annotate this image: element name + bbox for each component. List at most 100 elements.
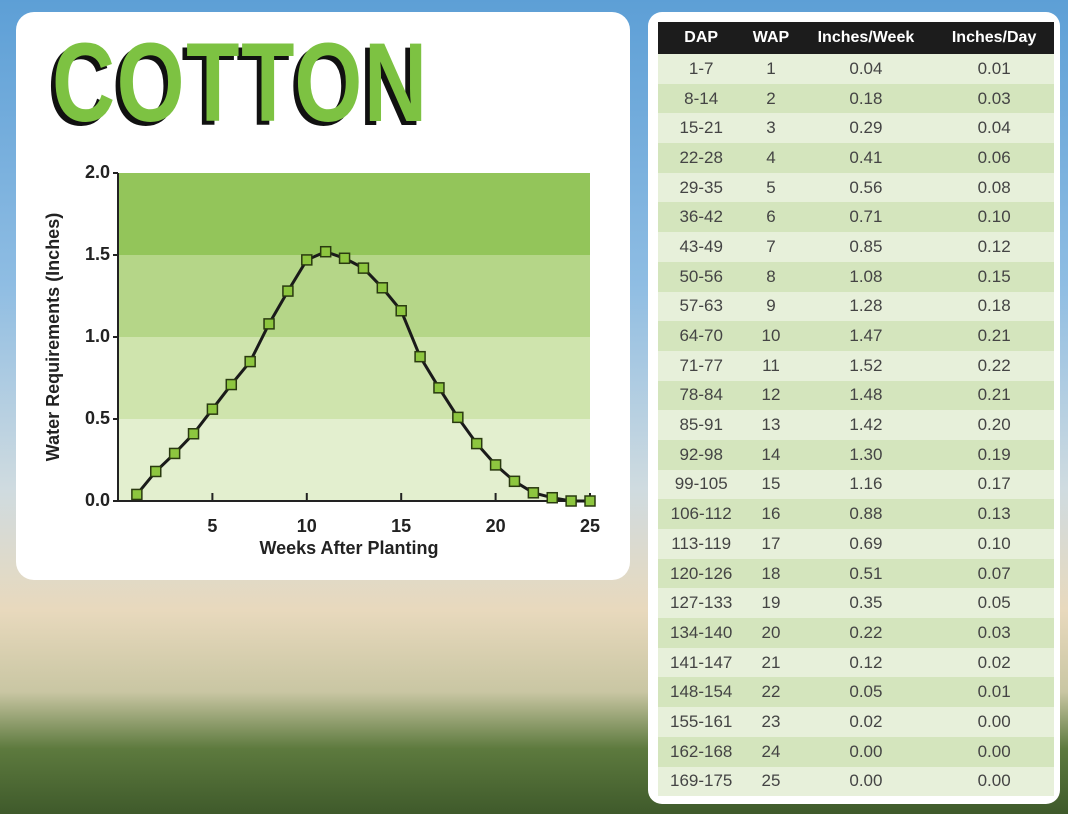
table-row: 50-56 8 1.08 0.15 bbox=[658, 261, 1054, 292]
table-cell: 64-70 bbox=[679, 326, 723, 346]
table-cell: 7 bbox=[766, 236, 776, 256]
table-cell: 0.10 bbox=[977, 533, 1011, 553]
y-tick-label: 0.5 bbox=[85, 408, 110, 428]
table-cell: 1.28 bbox=[849, 296, 883, 316]
table-cell: 0.88 bbox=[849, 504, 883, 524]
table-cell: 141-147 bbox=[670, 652, 733, 672]
x-tick-label: 20 bbox=[486, 516, 506, 536]
table-row: 120-126 18 0.51 0.07 bbox=[658, 558, 1054, 589]
table-cell: 0.18 bbox=[977, 296, 1011, 316]
title: COTTON bbox=[52, 20, 429, 145]
table-cell: 1.16 bbox=[849, 474, 883, 494]
marker bbox=[565, 495, 577, 507]
table-card: DAP WAP Inches/Week Inches/Day 1-7 1 0.04 0.01 8… bbox=[648, 12, 1060, 804]
table-cell: 0.04 bbox=[849, 58, 883, 78]
table-row: 148-154 22 0.05 0.01 bbox=[658, 677, 1054, 708]
marker bbox=[452, 411, 464, 424]
marker bbox=[508, 475, 521, 488]
table-cell: 71-77 bbox=[679, 355, 723, 375]
marker bbox=[187, 428, 200, 440]
marker bbox=[376, 282, 389, 294]
table-cell: 85-91 bbox=[679, 415, 723, 435]
table-cell: 22-28 bbox=[679, 147, 723, 167]
table-cell: 0.05 bbox=[977, 593, 1011, 613]
table-cell: 0.07 bbox=[977, 563, 1011, 583]
table-cell: 162-168 bbox=[670, 741, 733, 761]
table-cell: 0.10 bbox=[977, 207, 1011, 227]
table-cell: 92-98 bbox=[679, 444, 723, 464]
table-cell: 169-175 bbox=[670, 771, 733, 791]
table-cell: 78-84 bbox=[679, 385, 723, 405]
table-cell: 57-63 bbox=[679, 296, 723, 316]
table-cell: 1.48 bbox=[849, 385, 883, 405]
table-row: 71-77 11 1.52 0.22 bbox=[658, 350, 1054, 381]
y-tick-label: 1.0 bbox=[85, 326, 110, 346]
table-row: 127-133 19 0.35 0.05 bbox=[658, 588, 1054, 619]
table-cell: 106-112 bbox=[670, 504, 732, 524]
table-cell: 16 bbox=[761, 504, 781, 524]
marker bbox=[244, 355, 256, 368]
marker bbox=[206, 403, 219, 415]
table-cell: 0.22 bbox=[849, 622, 883, 642]
table-cell: 0.05 bbox=[849, 682, 883, 702]
table-cell: 155-161 bbox=[670, 711, 733, 731]
table-cell: 0.00 bbox=[849, 771, 883, 791]
table-cell: 36-42 bbox=[679, 207, 723, 227]
table-row: 15-21 3 0.29 0.04 bbox=[658, 113, 1054, 144]
table-cell: 15-21 bbox=[679, 118, 723, 138]
table-cell: 0.02 bbox=[977, 652, 1011, 672]
table-cell: 0.03 bbox=[977, 88, 1011, 108]
table-cell: 1 bbox=[766, 58, 776, 78]
table-cell: 0.22 bbox=[977, 355, 1011, 375]
table-cell: 23 bbox=[761, 711, 781, 731]
marker bbox=[357, 262, 370, 274]
band bbox=[118, 255, 590, 337]
table-cell: 99-105 bbox=[674, 474, 728, 494]
marker bbox=[263, 318, 275, 330]
table-row: 85-91 13 1.42 0.20 bbox=[658, 410, 1054, 440]
header-cell: Inches/Week bbox=[797, 22, 935, 54]
table-cell: 0.12 bbox=[849, 652, 883, 672]
marker bbox=[131, 488, 143, 501]
marker bbox=[527, 487, 540, 499]
table-cell: 0.20 bbox=[977, 415, 1011, 435]
table-cell: 0.21 bbox=[977, 326, 1011, 346]
table-cell: 0.04 bbox=[977, 118, 1011, 138]
marker bbox=[150, 465, 162, 478]
y-tick-label: 2.0 bbox=[85, 162, 110, 182]
marker bbox=[489, 459, 502, 471]
table-cell: 1.42 bbox=[849, 415, 883, 435]
table-cell: 0.03 bbox=[977, 622, 1011, 642]
table-cell: 24 bbox=[761, 741, 781, 761]
table-row: 8-14 2 0.18 0.03 bbox=[658, 83, 1054, 114]
table-cell: 1.47 bbox=[849, 326, 883, 346]
table-cell: 14 bbox=[761, 444, 781, 464]
y-tick-label: 1.5 bbox=[85, 244, 110, 264]
marker bbox=[470, 437, 483, 450]
table-cell: 113-119 bbox=[671, 533, 732, 553]
table-cell: 1.52 bbox=[849, 355, 883, 375]
table-row: 169-175 25 0.00 0.00 bbox=[658, 766, 1054, 797]
table-cell: 50-56 bbox=[679, 266, 723, 286]
header-cell: Inches/Day bbox=[934, 22, 1054, 54]
table-cell: 0.01 bbox=[977, 682, 1011, 702]
table-cell: 6 bbox=[766, 207, 776, 227]
table-row: 1-7 1 0.04 0.01 bbox=[658, 54, 1054, 84]
table-cell: 1.08 bbox=[849, 266, 883, 286]
marker bbox=[282, 285, 294, 297]
table-cell: 0.35 bbox=[849, 593, 883, 613]
table-row: 43-49 7 0.85 0.12 bbox=[658, 232, 1054, 262]
marker bbox=[546, 491, 558, 504]
table-cell: 5 bbox=[766, 177, 776, 197]
table-cell: 0.21 bbox=[977, 385, 1011, 405]
table-row: 134-140 20 0.22 0.03 bbox=[658, 618, 1054, 648]
table-row: 141-147 21 0.12 0.02 bbox=[658, 647, 1054, 678]
table-cell: 4 bbox=[766, 147, 776, 167]
x-tick-label: 10 bbox=[297, 516, 317, 536]
table-row: 113-119 17 0.69 0.10 bbox=[658, 529, 1054, 559]
table-cell: 0.08 bbox=[977, 177, 1011, 197]
header-cell: DAP bbox=[658, 22, 745, 54]
table-cell: 19 bbox=[761, 593, 781, 613]
x-axis-label: Weeks After Planting bbox=[259, 538, 438, 558]
table-cell: 0.69 bbox=[849, 533, 883, 553]
